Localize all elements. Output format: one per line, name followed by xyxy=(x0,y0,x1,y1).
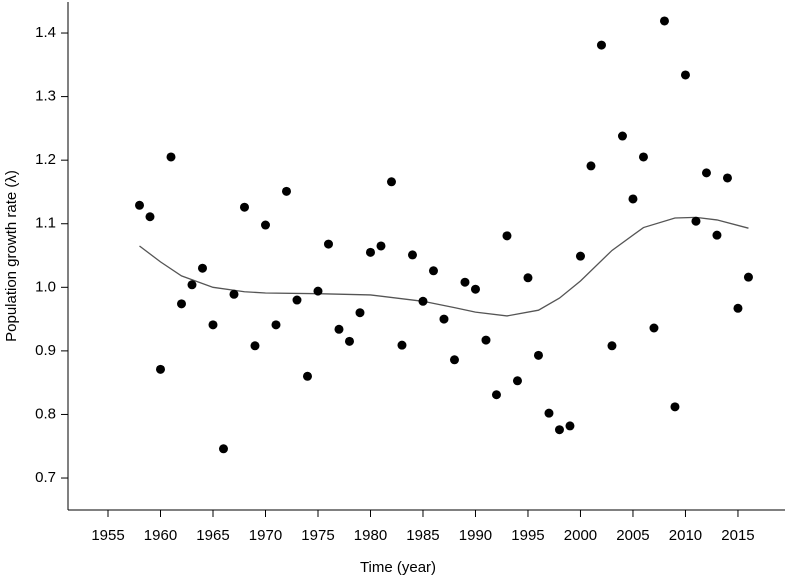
point xyxy=(281,186,291,196)
point xyxy=(418,296,428,306)
point xyxy=(365,247,375,257)
point xyxy=(502,231,512,241)
point xyxy=(491,390,501,400)
point xyxy=(460,277,470,287)
point xyxy=(586,161,596,171)
point xyxy=(334,324,344,334)
point xyxy=(355,308,365,318)
y-tick-label: 0.8 xyxy=(35,405,56,422)
point xyxy=(680,70,690,80)
point xyxy=(565,421,575,431)
point xyxy=(523,273,533,283)
point xyxy=(218,444,228,454)
x-axis-label: Time (year) xyxy=(360,559,436,576)
y-tick-label: 0.9 xyxy=(35,342,56,359)
point xyxy=(187,280,197,290)
point xyxy=(712,230,722,240)
point xyxy=(554,425,564,435)
y-tick-label: 0.7 xyxy=(35,469,56,486)
x-tick-label: 1985 xyxy=(406,527,439,544)
y-tick-label: 1.4 xyxy=(35,24,56,41)
point xyxy=(659,16,669,26)
y-tick-label: 1.1 xyxy=(35,215,56,232)
point xyxy=(449,355,459,365)
point xyxy=(512,376,522,386)
x-tick-label: 1960 xyxy=(144,527,177,544)
point xyxy=(617,131,627,141)
x-tick-label: 2010 xyxy=(669,527,702,544)
point xyxy=(691,216,701,226)
x-tick-label: 1970 xyxy=(249,527,282,544)
x-tick-label: 2000 xyxy=(564,527,597,544)
point xyxy=(135,200,145,210)
trend-line xyxy=(139,216,749,317)
point xyxy=(607,341,617,351)
point xyxy=(386,177,396,187)
x-tick-label: 1955 xyxy=(91,527,124,544)
point xyxy=(596,40,606,50)
point xyxy=(292,295,302,305)
x-tick-label: 1980 xyxy=(354,527,387,544)
point xyxy=(323,239,333,249)
point xyxy=(533,350,543,360)
point xyxy=(208,320,218,330)
point xyxy=(628,194,638,204)
point xyxy=(176,299,186,309)
y-tick-label: 1.2 xyxy=(35,151,56,168)
point xyxy=(701,168,711,178)
y-axis-label: Population growth rate (λ) xyxy=(3,170,20,342)
point xyxy=(439,314,449,324)
x-tick-label: 1990 xyxy=(459,527,492,544)
point xyxy=(250,341,260,351)
point xyxy=(145,212,155,222)
point xyxy=(733,303,743,313)
point xyxy=(649,323,659,333)
point xyxy=(229,289,239,299)
x-tick-label: 1975 xyxy=(301,527,334,544)
point xyxy=(407,250,417,260)
x-tick-label: 2005 xyxy=(616,527,649,544)
point xyxy=(302,371,312,381)
point xyxy=(197,263,207,273)
point xyxy=(239,202,249,212)
point xyxy=(575,251,585,261)
point xyxy=(544,408,554,418)
point xyxy=(638,152,648,162)
point xyxy=(670,402,680,412)
point xyxy=(743,272,753,282)
point xyxy=(313,286,323,296)
point xyxy=(271,320,281,330)
y-tick-label: 1.3 xyxy=(35,88,56,105)
point xyxy=(428,266,438,276)
point xyxy=(470,284,480,294)
point xyxy=(166,152,176,162)
x-tick-label: 1995 xyxy=(511,527,544,544)
x-tick-label: 1965 xyxy=(196,527,229,544)
point xyxy=(397,340,407,350)
x-tick-label: 2015 xyxy=(721,527,754,544)
y-tick-label: 1.0 xyxy=(35,278,56,295)
point xyxy=(260,220,270,230)
point xyxy=(155,364,165,374)
point xyxy=(376,241,386,251)
point xyxy=(481,335,491,345)
point xyxy=(344,336,354,346)
point xyxy=(722,173,732,183)
